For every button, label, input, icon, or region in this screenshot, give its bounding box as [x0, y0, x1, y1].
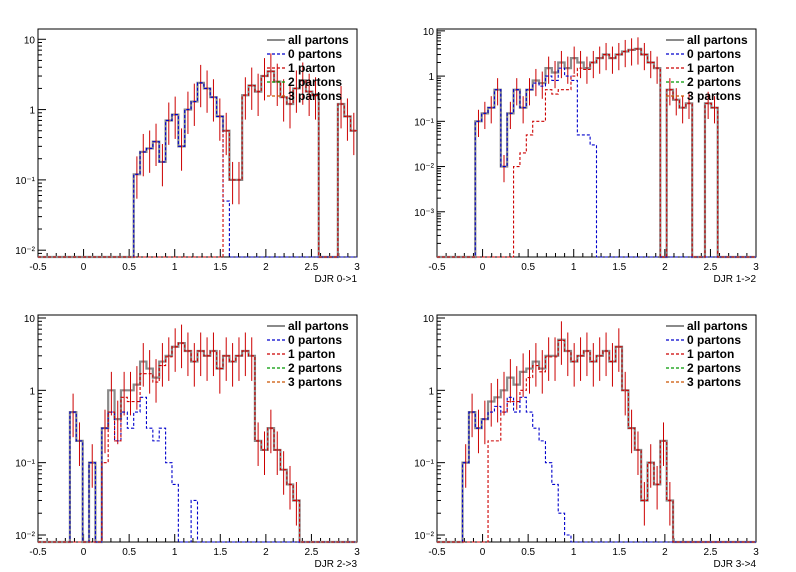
x-tick-label: 1.5 — [612, 262, 626, 273]
x-tick-label: 0 — [480, 262, 486, 273]
plot-frame — [37, 28, 358, 258]
x-tick-label: 1 — [571, 262, 577, 273]
x-tick-label: -0.5 — [29, 547, 47, 558]
x-tick-label: 1 — [571, 547, 577, 558]
x-axis-label: DJR 1->2 — [713, 274, 756, 285]
legend-label: 1 parton — [687, 61, 734, 75]
histogram-series-2 — [38, 342, 357, 543]
x-tick-label: -0.5 — [428, 547, 446, 558]
histogram-series-1 — [437, 67, 756, 258]
legend-label: 2 partons — [288, 361, 342, 375]
x-tick-label: 0.5 — [122, 262, 136, 273]
x-tick-label: 1.5 — [612, 547, 626, 558]
legend-label: 1 parton — [288, 347, 335, 361]
y-tick-label: 10 — [24, 314, 36, 325]
histogram-series-1 — [437, 396, 756, 543]
histogram-panel-1: -0.5 0 0.5 1 1.5 2 2.5 3 10⁻² 10⁻¹ 1 10 DJR 0->1 all … — [15, 28, 360, 285]
y-tick-label: 1 — [428, 386, 434, 397]
legend-label: 2 partons — [288, 75, 342, 89]
histogram-series-2 — [437, 48, 756, 258]
x-tick-label: 2 — [263, 547, 269, 558]
histogram-series-2 — [38, 70, 357, 258]
x-tick-label: 2 — [662, 262, 668, 273]
x-tick-label: 1.5 — [213, 262, 227, 273]
legend-label: 0 partons — [288, 333, 342, 347]
x-tick-label: -0.5 — [29, 262, 47, 273]
legend-label: 0 partons — [687, 47, 741, 61]
x-tick-label: 2.5 — [304, 262, 318, 273]
x-tick-label: 0 — [81, 262, 87, 273]
x-axis-label: DJR 0->1 — [314, 274, 357, 285]
y-tick-label: 10⁻¹ — [15, 176, 35, 187]
x-tick-label: 1 — [172, 262, 178, 273]
x-tick-label: 0 — [480, 547, 486, 558]
x-tick-label: 1.5 — [213, 547, 227, 558]
y-tick-label: 1 — [29, 386, 35, 397]
x-axis-label: DJR 3->4 — [713, 559, 756, 570]
x-tick-label: 1 — [172, 547, 178, 558]
histogram-panel-3: -0.5 0 0.5 1 1.5 2 2.5 3 10⁻² 10⁻¹ 1 10 DJR 2->3 all … — [15, 314, 360, 570]
legend-label: 3 partons — [687, 375, 741, 389]
histogram-series-2 — [437, 339, 756, 543]
legend-label: all partons — [288, 319, 349, 333]
y-tick-label: 10⁻¹ — [414, 459, 434, 470]
histogram-panel-4: -0.5 0 0.5 1 1.5 2 2.5 3 10⁻² 10⁻¹ 1 10 DJR 3->4 all … — [414, 314, 759, 570]
legend-label: 1 parton — [687, 347, 734, 361]
x-tick-label: 2 — [263, 262, 269, 273]
legend-label: 1 parton — [288, 61, 335, 75]
legend-label: all partons — [288, 33, 349, 47]
legend-label: 0 partons — [288, 47, 342, 61]
y-tick-label: 10⁻³ — [414, 208, 434, 219]
x-tick-label: 0.5 — [521, 547, 535, 558]
x-tick-label: 0.5 — [521, 262, 535, 273]
y-tick-label: 10 — [423, 314, 435, 325]
legend-label: 2 partons — [687, 75, 741, 89]
legend-label: all partons — [687, 33, 748, 47]
y-tick-label: 10⁻¹ — [414, 117, 434, 128]
x-axis-label: DJR 2->3 — [314, 559, 357, 570]
x-tick-label: 3 — [753, 262, 759, 273]
y-tick-label: 10⁻¹ — [15, 459, 35, 470]
x-tick-label: 2.5 — [703, 547, 717, 558]
legend-label: 3 partons — [288, 89, 342, 103]
y-tick-label: 10 — [24, 35, 36, 46]
y-tick-label: 10 — [423, 27, 435, 38]
x-tick-label: 3 — [354, 262, 360, 273]
histogram-series-1 — [38, 396, 357, 543]
legend-label: 3 partons — [687, 89, 741, 103]
x-tick-label: 3 — [753, 547, 759, 558]
histogram-panel-2: -0.5 0 0.5 1 1.5 2 2.5 3 10⁻³ 10⁻² 10⁻¹ 1 10 DJR 1->2… — [414, 27, 759, 285]
y-tick-label: 1 — [29, 106, 35, 117]
x-tick-label: 3 — [354, 547, 360, 558]
y-tick-label: 10⁻² — [15, 531, 35, 542]
x-tick-label: 2.5 — [703, 262, 717, 273]
x-tick-label: 2 — [662, 547, 668, 558]
x-tick-label: 2.5 — [304, 547, 318, 558]
legend-label: 2 partons — [687, 361, 741, 375]
legend-label: 3 partons — [288, 375, 342, 389]
x-tick-label: -0.5 — [428, 262, 446, 273]
y-tick-label: 1 — [428, 72, 434, 83]
y-tick-label: 10⁻² — [15, 246, 35, 257]
legend-label: all partons — [687, 319, 748, 333]
y-tick-label: 10⁻² — [414, 531, 434, 542]
legend-label: 0 partons — [687, 333, 741, 347]
x-tick-label: 0.5 — [122, 547, 136, 558]
x-tick-label: 0 — [81, 547, 87, 558]
y-tick-label: 10⁻² — [414, 163, 434, 174]
